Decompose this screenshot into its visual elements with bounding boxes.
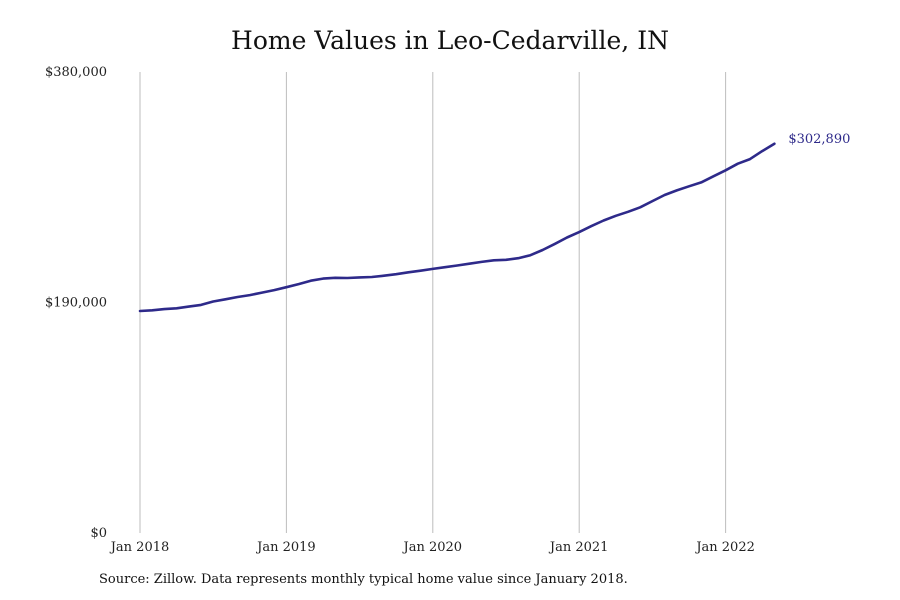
y-tick-label: $380,000	[45, 65, 107, 80]
y-axis: $0 $190,000 $380,000	[45, 65, 107, 541]
x-tick-label: Jan 2021	[548, 540, 609, 555]
gridlines	[139, 72, 727, 533]
source-note: Source: Zillow. Data represents monthly …	[99, 572, 628, 587]
plot-area	[138, 142, 776, 313]
x-tick-label: Jan 2020	[402, 540, 463, 555]
x-axis: Jan 2018 Jan 2019 Jan 2020 Jan 2021 Jan 2022	[109, 540, 755, 555]
y-tick-label: $190,000	[45, 296, 107, 311]
home-value-line	[138, 142, 776, 313]
x-tick-label: Jan 2018	[109, 540, 170, 555]
x-tick-label: Jan 2022	[694, 540, 755, 555]
y-tick-label: $0	[90, 526, 107, 541]
x-tick-label: Jan 2019	[255, 540, 316, 555]
end-value-label: $302,890	[788, 132, 850, 147]
chart-title: Home Values in Leo-Cedarville, IN	[231, 26, 669, 55]
